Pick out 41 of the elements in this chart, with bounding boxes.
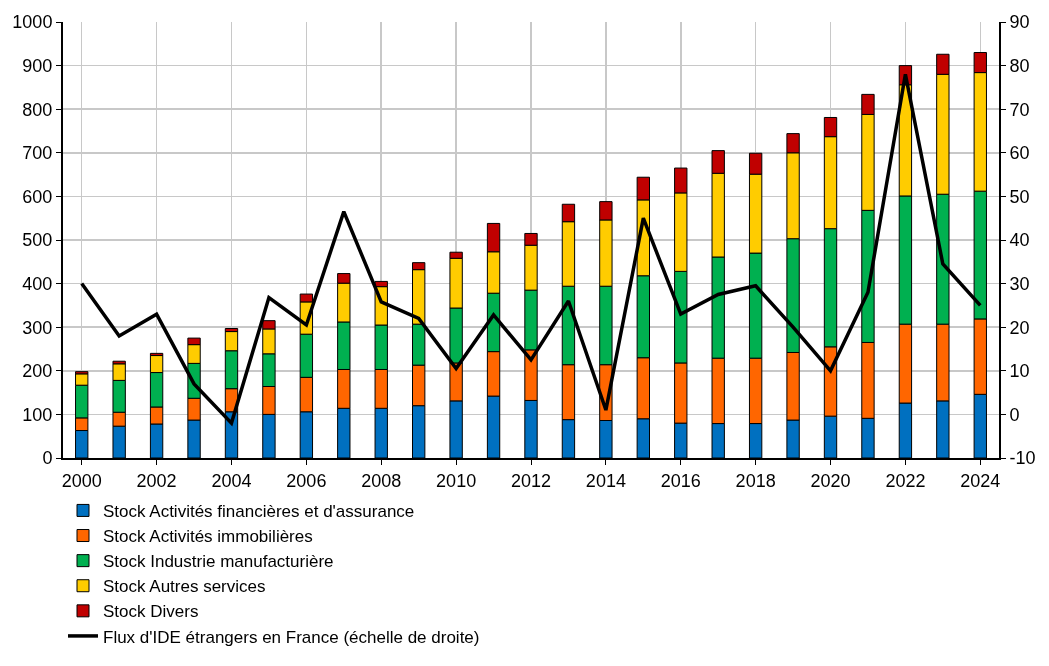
y-tick-label: 800 — [22, 99, 53, 120]
legend-label: Stock Industrie manufacturière — [103, 552, 334, 572]
y-tick-label: 600 — [22, 186, 53, 207]
y2-tick-label: -10 — [1009, 448, 1036, 469]
x-tick-label: 2018 — [735, 470, 776, 491]
y2-tick-label: 90 — [1009, 12, 1030, 33]
y2-tick-label: 40 — [1009, 230, 1030, 251]
x-tick-label: 2016 — [660, 470, 701, 491]
legend-label: Stock Activités immobilières — [103, 527, 313, 547]
y2-tick-label: 0 — [1009, 404, 1020, 425]
x-tick-label: 2000 — [61, 470, 102, 491]
x-tick-label: 2006 — [286, 470, 327, 491]
y2-tick-label: 20 — [1009, 317, 1030, 338]
legend-label: Stock Autres services — [103, 577, 266, 597]
x-tick-label: 2008 — [361, 470, 402, 491]
x-tick-label: 2002 — [136, 470, 177, 491]
y2-tick-label: 30 — [1009, 273, 1030, 294]
legend-label: Flux d'IDE étrangers en France (échelle de droite) — [103, 627, 480, 647]
y-tick-label: 0 — [42, 448, 53, 469]
y-tick-label: 700 — [22, 143, 53, 164]
x-tick-label: 2012 — [510, 470, 552, 491]
legend-label: Stock Activités financières et d'assurance — [103, 502, 415, 522]
y2-tick-label: 80 — [1009, 55, 1030, 76]
x-tick-label: 2024 — [960, 470, 1001, 491]
y-tick-label: 200 — [22, 361, 53, 382]
y-tick-label: 100 — [22, 404, 53, 425]
y2-tick-label: 60 — [1009, 143, 1030, 164]
y-tick-label: 900 — [22, 55, 53, 76]
legend-label: Stock Divers — [103, 602, 199, 622]
x-tick-label: 2010 — [436, 470, 477, 491]
y2-tick-label: 10 — [1009, 361, 1030, 382]
x-tick-label: 2022 — [885, 470, 926, 491]
x-tick-label: 2014 — [585, 470, 626, 491]
y2-tick-label: 70 — [1009, 99, 1030, 120]
y-tick-label: 500 — [22, 230, 53, 251]
x-tick-label: 2020 — [810, 470, 851, 491]
x-tick-label: 2004 — [211, 470, 252, 491]
y-tick-label: 400 — [22, 273, 53, 294]
y-tick-label: 1000 — [12, 12, 53, 33]
y2-tick-label: 50 — [1009, 186, 1030, 207]
y-tick-label: 300 — [22, 317, 53, 338]
